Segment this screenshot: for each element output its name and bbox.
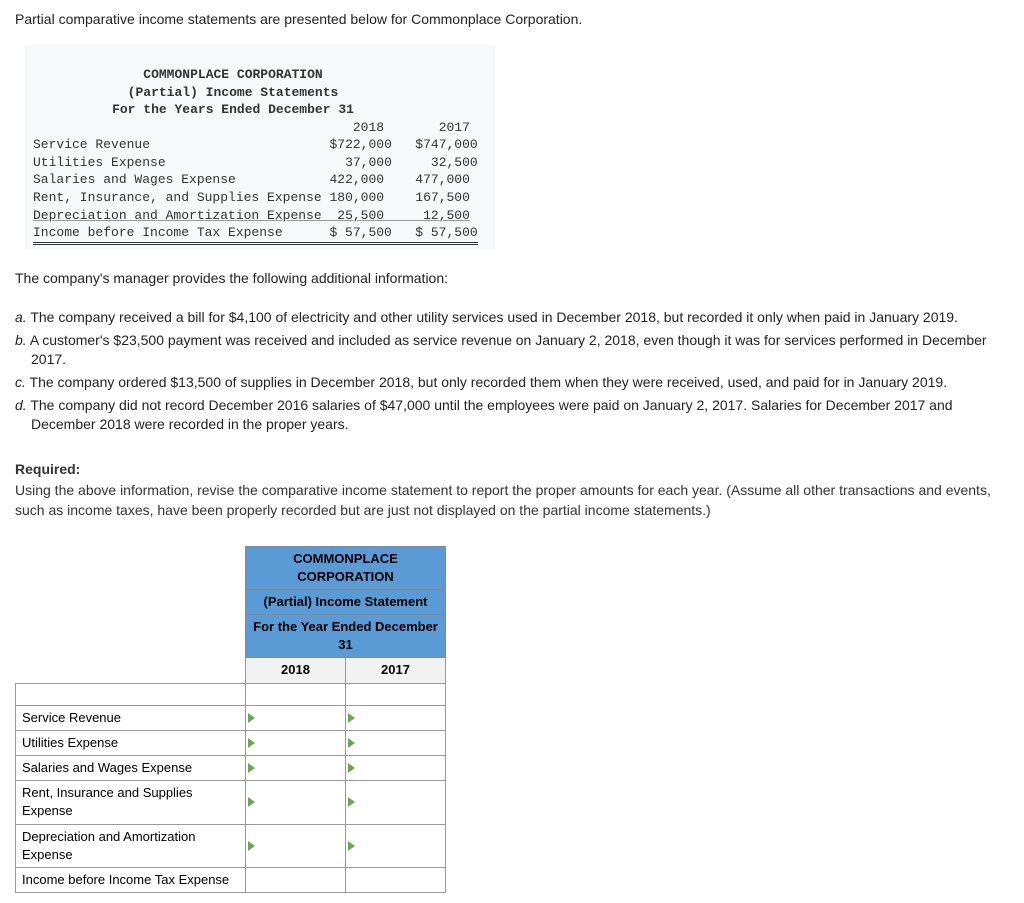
answer-input-2-2018[interactable] <box>246 756 346 781</box>
blank-row-2017[interactable] <box>346 683 446 705</box>
answer-row-label-2: Salaries and Wages Expense <box>16 756 246 781</box>
blank-cell <box>16 615 246 658</box>
triangle-marker-icon <box>248 738 255 748</box>
row-utilities: Utilities Expense 37,000 32,500 <box>33 155 478 170</box>
triangle-marker-icon <box>348 763 355 773</box>
triangle-marker-icon <box>348 713 355 723</box>
answer-input-1-2017[interactable] <box>346 730 446 755</box>
triangle-marker-icon <box>348 738 355 748</box>
note-c: c. The company ordered $13,500 of suppli… <box>15 373 1009 393</box>
required-section: Required: Using the above information, r… <box>15 460 1009 521</box>
answer-input-1-2018[interactable] <box>246 730 346 755</box>
answer-title-3: For the Year Ended December 31 <box>246 615 446 658</box>
answer-row-label-4: Depreciation and Amortization Expense <box>16 824 246 867</box>
answer-row-label-5: Income before Income Tax Expense <box>16 867 246 892</box>
note-d: d. The company did not record December 2… <box>15 396 1009 435</box>
answer-input-4-2017[interactable] <box>346 824 446 867</box>
answer-col-2018: 2018 <box>246 658 346 683</box>
statement-title-1: COMMONPLACE CORPORATION <box>33 66 433 84</box>
given-income-statement: COMMONPLACE CORPORATION(Partial) Income … <box>15 45 1009 249</box>
answer-title-2: (Partial) Income Statement <box>246 589 446 614</box>
answer-input-3-2018[interactable] <box>246 781 346 824</box>
answer-input-0-2017[interactable] <box>346 705 446 730</box>
blank-cell <box>16 589 246 614</box>
triangle-marker-icon <box>348 841 355 851</box>
answer-row-label-3: Rent, Insurance and Supplies Expense <box>16 781 246 824</box>
statement-title-3: For the Years Ended December 31 <box>33 101 433 119</box>
triangle-marker-icon <box>248 713 255 723</box>
row-service-revenue: Service Revenue $722,000 $747,000 <box>33 137 478 152</box>
note-b: b. A customer's $23,500 payment was rece… <box>15 331 1009 370</box>
statement-col-headers: 2018 2017 <box>33 120 470 135</box>
row-depr: Depreciation and Amortization Expense 25… <box>33 208 470 223</box>
answer-row-label-1: Utilities Expense <box>16 730 246 755</box>
notes-list: a. The company received a bill for $4,10… <box>15 308 1009 435</box>
row-rent: Rent, Insurance, and Supplies Expense 18… <box>33 190 470 205</box>
answer-col-2017: 2017 <box>346 658 446 683</box>
answer-input-5-2018[interactable] <box>246 867 346 892</box>
required-title: Required: <box>15 460 1009 480</box>
blank-row-2018[interactable] <box>246 683 346 705</box>
row-income-before-tax: Income before Income Tax Expense $ 57,50… <box>33 224 478 245</box>
note-a: a. The company received a bill for $4,10… <box>15 308 1009 328</box>
answer-input-0-2018[interactable] <box>246 705 346 730</box>
row-salaries: Salaries and Wages Expense 422,000 477,0… <box>33 172 470 187</box>
intro-paragraph: Partial comparative income statements ar… <box>15 10 1009 30</box>
answer-income-statement-table: COMMONPLACE CORPORATION (Partial) Income… <box>15 546 446 894</box>
statement-title-2: (Partial) Income Statements <box>33 84 433 102</box>
answer-input-2-2017[interactable] <box>346 756 446 781</box>
blank-cell <box>16 658 246 683</box>
triangle-marker-icon <box>248 797 255 807</box>
answer-title-1: COMMONPLACE CORPORATION <box>246 546 446 589</box>
triangle-marker-icon <box>248 841 255 851</box>
triangle-marker-icon <box>248 763 255 773</box>
answer-input-3-2017[interactable] <box>346 781 446 824</box>
answer-row-label-0: Service Revenue <box>16 705 246 730</box>
blank-row-label <box>16 683 246 705</box>
answer-input-5-2017[interactable] <box>346 867 446 892</box>
required-text: Using the above information, revise the … <box>15 481 1009 520</box>
answer-input-4-2018[interactable] <box>246 824 346 867</box>
blank-cell <box>16 546 246 589</box>
triangle-marker-icon <box>348 797 355 807</box>
additional-info-intro: The company's manager provides the follo… <box>15 269 1009 289</box>
